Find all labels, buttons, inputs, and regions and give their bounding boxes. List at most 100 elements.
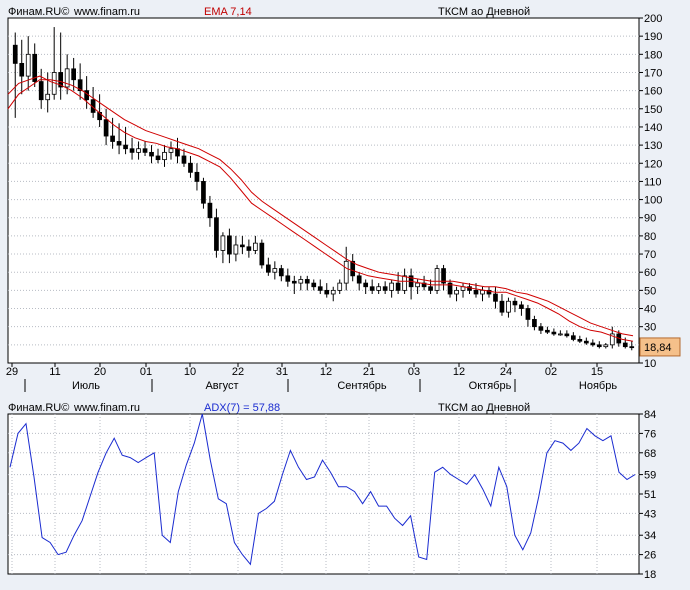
candle-body <box>441 268 446 284</box>
bottom-instrument-label: ТКСМ ао Дневной <box>438 402 531 414</box>
candle-body <box>253 242 258 251</box>
price-y-tick-label: 130 <box>644 140 662 152</box>
candle-body <box>493 293 498 302</box>
day-label: 29 <box>6 366 18 378</box>
candle-body <box>590 342 596 346</box>
ema-fast-line <box>7 75 634 342</box>
adx-y-tick-label: 51 <box>644 489 656 501</box>
price-y-tick-label: 150 <box>644 104 662 116</box>
adx-line <box>9 413 636 566</box>
candle-body <box>25 53 31 77</box>
candle-body <box>123 144 128 150</box>
price-y-tick-label: 100 <box>644 195 662 207</box>
candle-body <box>265 264 271 273</box>
candle-body <box>571 335 576 340</box>
price-y-tick-label: 140 <box>644 122 662 134</box>
candle-body <box>272 268 278 273</box>
candle-body <box>512 300 518 306</box>
price-y-tick-label: 120 <box>644 158 662 170</box>
price-y-tick-label: 40 <box>644 304 656 316</box>
candle-body <box>207 202 213 219</box>
day-label: 12 <box>453 366 465 378</box>
candle-body <box>38 81 44 101</box>
price-y-tick-label: 30 <box>644 322 656 334</box>
candle-body <box>609 333 615 346</box>
bottom-site-link[interactable]: www.finam.ru <box>74 402 141 414</box>
candle-body <box>583 340 589 344</box>
candle-body <box>194 171 200 182</box>
price-y-tick-label: 110 <box>644 176 662 188</box>
day-label: 24 <box>500 366 512 378</box>
candle-body <box>454 289 459 295</box>
top-indicator-label: EMA 7,14 <box>204 6 252 18</box>
candle-body <box>201 181 206 204</box>
candle-body <box>110 135 115 142</box>
candle-body <box>363 282 369 288</box>
candle-body <box>103 119 109 137</box>
price-y-tick-label: 80 <box>644 231 656 243</box>
candle-body <box>58 72 64 88</box>
candle-body <box>343 260 349 284</box>
candle-body <box>447 282 453 295</box>
top-instrument-label: ТКСМ ао Дневной <box>438 6 531 18</box>
day-label: 20 <box>94 366 106 378</box>
price-y-tick-label: 10 <box>644 358 656 370</box>
candle-body <box>246 246 252 251</box>
top-site-link[interactable]: www.finam.ru <box>74 6 141 18</box>
month-label: Август <box>205 380 238 392</box>
top-brand: Финам.RU© <box>8 6 70 18</box>
candle-body <box>603 344 609 348</box>
candle-body <box>486 289 492 295</box>
candle-body <box>64 68 70 88</box>
candle-body <box>499 300 505 313</box>
candle-body <box>622 342 628 348</box>
candle-body <box>240 244 245 248</box>
adx-y-tick-label: 68 <box>644 448 656 460</box>
price-y-tick-label: 200 <box>644 13 662 25</box>
day-label: 12 <box>320 366 332 378</box>
candle-body <box>278 268 284 277</box>
candle-body <box>175 148 180 157</box>
candle-body <box>376 286 382 291</box>
price-y-tick-label: 70 <box>644 249 656 261</box>
candle-body <box>142 148 148 153</box>
candle-body <box>538 326 544 331</box>
day-label: 31 <box>276 366 288 378</box>
candle-body <box>291 280 297 284</box>
price-y-tick-label: 60 <box>644 267 656 279</box>
candle-body <box>506 300 511 313</box>
ema-slow-line <box>7 79 634 337</box>
candle-body <box>12 44 18 64</box>
candle-body <box>577 338 583 342</box>
candle-body <box>356 275 362 284</box>
month-label: Июль <box>72 380 100 392</box>
candle-body <box>428 286 433 291</box>
candle-body <box>71 68 76 81</box>
adx-y-tick-label: 59 <box>644 470 656 482</box>
bottom-brand: Финам.RU© <box>8 402 70 414</box>
month-label: Ноябрь <box>579 380 617 392</box>
price-y-tick-label: 90 <box>644 213 656 225</box>
candle-body <box>259 242 265 266</box>
candle-body <box>149 151 154 157</box>
price-y-tick-label: 160 <box>644 86 662 98</box>
candle-body <box>415 282 420 288</box>
day-label: 22 <box>232 366 244 378</box>
candle-body <box>525 308 531 320</box>
candle-body <box>188 162 193 173</box>
month-label: Октябрь <box>469 380 512 392</box>
candle-body <box>168 148 174 153</box>
last-price-label: 18,84 <box>644 342 672 354</box>
day-label: 15 <box>591 366 603 378</box>
month-label: Сентябрь <box>337 380 387 392</box>
candle-body <box>298 279 304 284</box>
candle-body <box>233 244 239 255</box>
adx-y-tick-label: 34 <box>644 530 656 542</box>
candle-body <box>227 235 232 255</box>
adx-y-tick-label: 76 <box>644 428 656 440</box>
candle-body <box>116 141 122 146</box>
day-label: 21 <box>363 366 375 378</box>
adx-y-tick-label: 18 <box>644 569 656 581</box>
candle-body <box>564 333 570 337</box>
